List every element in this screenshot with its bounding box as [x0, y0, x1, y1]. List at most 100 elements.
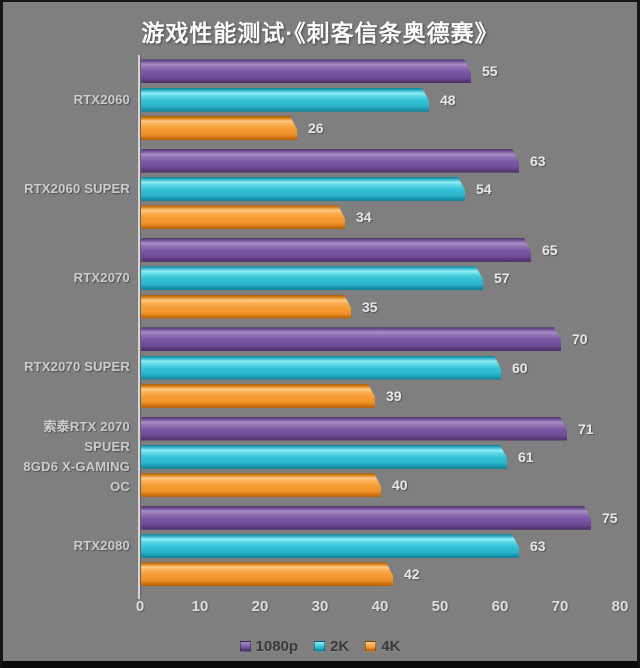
- bar-row: 71: [141, 417, 637, 441]
- category-label: RTX2070 SUPER: [3, 323, 130, 412]
- bar-4K: [141, 384, 375, 408]
- bar-1080p: [141, 238, 531, 262]
- bar-4K: [141, 205, 345, 229]
- bar-cluster: 70 60 39: [141, 323, 637, 412]
- bar-1080p: [141, 327, 561, 351]
- bar-cluster: 65 57 35: [141, 234, 637, 323]
- value-label: 63: [530, 152, 546, 169]
- bar-cluster: 71 61 40: [141, 412, 637, 501]
- category-label: 索泰RTX 2070 SPUER 8GD6 X-GAMING OC: [3, 412, 130, 501]
- legend-swatch-icon: [365, 641, 377, 652]
- bar-row: 57: [141, 266, 637, 290]
- legend-swatch-icon: [314, 641, 326, 652]
- value-label: 70: [572, 331, 588, 348]
- legend-label: 2K: [330, 638, 350, 655]
- bar-row: 75: [141, 506, 637, 530]
- legend: 1080p 2K 4K: [3, 638, 637, 655]
- bar-2K: [141, 445, 507, 469]
- bar-2K: [141, 177, 465, 201]
- value-label: 54: [476, 180, 492, 197]
- bar-row: 40: [141, 473, 637, 497]
- bar-4K: [141, 562, 393, 586]
- value-label: 48: [440, 91, 456, 108]
- value-label: 75: [602, 509, 618, 526]
- category-group: RTX2070 SUPER 70 60 39: [3, 323, 637, 412]
- chart-title: 游戏性能测试·《刺客信条奥德赛》: [141, 20, 499, 46]
- category-label-line: RTX2060: [73, 91, 130, 107]
- category-label: RTX2060: [3, 55, 130, 144]
- legend-swatch-icon: [239, 641, 251, 652]
- x-axis: 0 10 20 30 40 50 60 70 80: [3, 598, 637, 618]
- value-label: 60: [512, 359, 528, 376]
- x-tick-label: 20: [251, 598, 269, 615]
- category-label-line: 索泰RTX 2070 SPUER: [43, 418, 130, 454]
- value-label: 63: [530, 538, 546, 555]
- legend-item-1080p: 1080p: [239, 638, 298, 655]
- bar-1080p: [141, 149, 519, 173]
- bar-row: 55: [141, 59, 637, 83]
- value-label: 71: [578, 420, 594, 437]
- legend-item-4K: 4K: [365, 638, 400, 655]
- bar-4K: [141, 116, 297, 140]
- bar-2K: [141, 356, 501, 380]
- bar-row: 48: [141, 88, 637, 112]
- category-label-line: RTX2070 SUPER: [24, 359, 130, 375]
- value-label: 35: [362, 298, 378, 315]
- bar-row: 39: [141, 384, 637, 408]
- y-axis-line: [138, 55, 140, 599]
- value-label: 34: [356, 209, 372, 226]
- category-label: RTX2080: [3, 501, 130, 590]
- bar-row: 63: [141, 534, 637, 558]
- x-tick-label: 70: [551, 598, 569, 615]
- bar-row: 63: [141, 149, 637, 173]
- bar-4K: [141, 473, 381, 497]
- category-group: RTX2080 75 63 42: [3, 501, 637, 590]
- value-label: 39: [386, 387, 402, 404]
- bar-row: 35: [141, 295, 637, 319]
- x-tick-label: 60: [491, 598, 509, 615]
- category-label-line: 8GD6 X-GAMING OC: [23, 458, 130, 494]
- bar-row: 42: [141, 562, 637, 586]
- value-label: 65: [542, 241, 558, 258]
- bar-row: 65: [141, 238, 637, 262]
- category-group: RTX2060 55 48 26: [3, 55, 637, 144]
- x-tick-label: 40: [371, 598, 389, 615]
- plot-area: RTX2060 55 48 26 RTX2060 SUPER 63 54 34 RTX2070 6…: [3, 55, 637, 599]
- value-label: 26: [308, 119, 324, 136]
- bar-row: 61: [141, 445, 637, 469]
- category-group: RTX2070 65 57 35: [3, 234, 637, 323]
- bar-row: 60: [141, 356, 637, 380]
- bar-row: 70: [141, 327, 637, 351]
- category-label: RTX2060 SUPER: [3, 144, 130, 233]
- bar-2K: [141, 534, 519, 558]
- category-group: RTX2060 SUPER 63 54 34: [3, 144, 637, 233]
- legend-item-2K: 2K: [314, 638, 349, 655]
- bar-cluster: 63 54 34: [141, 144, 637, 233]
- category-label-line: RTX2080: [73, 538, 130, 554]
- bar-4K: [141, 295, 351, 319]
- category-label-line: RTX2060 SUPER: [24, 180, 130, 196]
- bar-cluster: 75 63 42: [141, 501, 637, 590]
- bar-1080p: [141, 59, 471, 83]
- x-tick-label: 50: [431, 598, 449, 615]
- bar-row: 26: [141, 116, 637, 140]
- x-tick-label: 0: [135, 598, 145, 615]
- x-tick-label: 80: [611, 598, 629, 615]
- bar-row: 34: [141, 205, 637, 229]
- bar-1080p: [141, 417, 567, 441]
- category-label-line: RTX2070: [73, 270, 130, 286]
- value-label: 55: [482, 63, 498, 80]
- x-tick-label: 30: [311, 598, 329, 615]
- value-label: 42: [404, 566, 420, 583]
- category-label: RTX2070: [3, 234, 130, 323]
- legend-label: 4K: [381, 638, 401, 655]
- bar-2K: [141, 266, 483, 290]
- value-label: 40: [392, 477, 408, 494]
- bar-2K: [141, 88, 429, 112]
- bar-row: 54: [141, 177, 637, 201]
- x-tick-label: 10: [191, 598, 209, 615]
- bar-cluster: 55 48 26: [141, 55, 637, 144]
- value-label: 61: [518, 448, 534, 465]
- category-group: 索泰RTX 2070 SPUER 8GD6 X-GAMING OC 71 61 40: [3, 412, 637, 501]
